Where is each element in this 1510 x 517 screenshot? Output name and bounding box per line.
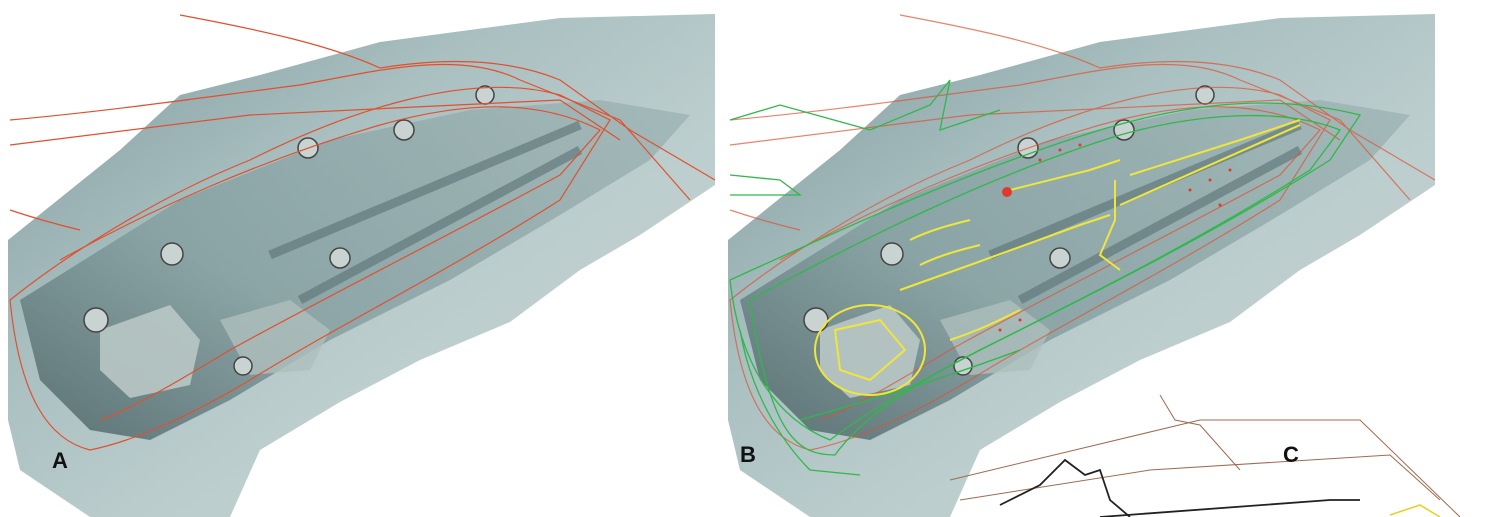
panel-label: A bbox=[52, 448, 68, 473]
panel-a-image bbox=[8, 14, 715, 517]
panel-label: C bbox=[1283, 442, 1299, 467]
panel-label: B bbox=[740, 442, 756, 467]
panel-b-image bbox=[728, 14, 1435, 517]
panel-c-drawing bbox=[949, 394, 1461, 517]
